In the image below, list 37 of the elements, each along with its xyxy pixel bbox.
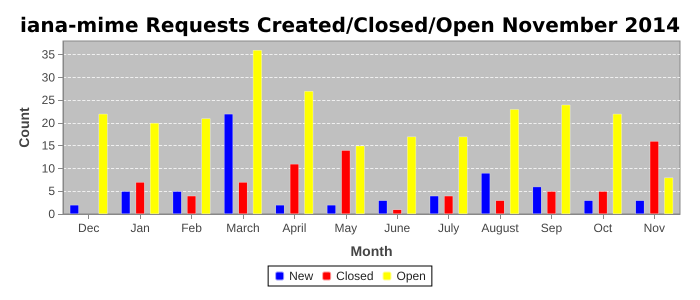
legend-label: New bbox=[289, 269, 314, 283]
x-tick-label: Sep bbox=[540, 221, 562, 235]
y-tick-label: 10 bbox=[42, 161, 56, 176]
legend-label: Open bbox=[396, 269, 426, 283]
x-tick-label: August bbox=[481, 221, 520, 235]
y-tick-label: 25 bbox=[42, 93, 56, 108]
bar bbox=[635, 200, 644, 214]
x-tick-label: Feb bbox=[181, 221, 202, 235]
x-tick-label: April bbox=[282, 221, 306, 235]
x-tick-label: Oct bbox=[594, 221, 613, 235]
bar bbox=[584, 200, 593, 214]
x-axis-title: Month bbox=[350, 243, 392, 259]
x-tick-label: June bbox=[384, 221, 411, 235]
bar bbox=[392, 209, 402, 214]
y-tick-label: 30 bbox=[42, 70, 56, 84]
bar bbox=[378, 200, 388, 214]
x-tick-label: Dec bbox=[78, 221, 100, 235]
y-tick-label: 20 bbox=[42, 116, 56, 130]
bar bbox=[496, 200, 505, 214]
bar bbox=[430, 196, 439, 214]
bar bbox=[326, 204, 336, 214]
x-tick-label: Jan bbox=[130, 221, 150, 235]
x-tick-label: Nov bbox=[644, 221, 665, 235]
legend-label: Closed bbox=[336, 269, 374, 283]
chart-title: iana-mime Requests Created/Closed/Open November 2014 bbox=[20, 13, 680, 37]
y-tick-label: 35 bbox=[42, 48, 56, 62]
bar bbox=[275, 204, 284, 214]
y-axis-title: Count bbox=[16, 106, 32, 148]
x-tick-label: March bbox=[226, 221, 260, 235]
bar bbox=[444, 196, 454, 214]
x-tick-label: May bbox=[334, 221, 358, 235]
y-tick-label: 0 bbox=[48, 207, 56, 221]
y-tick-label: 15 bbox=[42, 138, 56, 153]
x-tick-label: July bbox=[438, 221, 460, 235]
y-tick-label: 5 bbox=[48, 184, 56, 198]
bar bbox=[70, 204, 79, 214]
bar bbox=[187, 196, 196, 214]
